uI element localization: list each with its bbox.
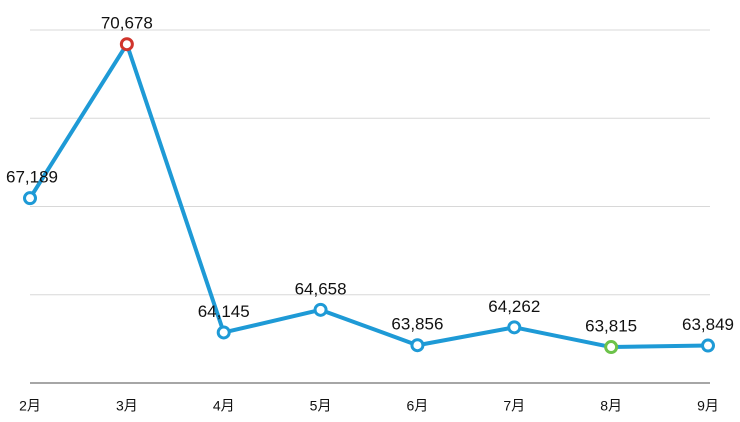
x-tick-label: 8月 (600, 398, 622, 414)
x-tick-label: 4月 (213, 398, 235, 414)
value-label: 70,678 (101, 14, 153, 33)
point (119, 37, 134, 52)
x-tick-label: 9月 (697, 398, 719, 414)
point (701, 338, 715, 353)
value-label: 64,658 (295, 279, 347, 298)
value-label: 64,262 (488, 297, 540, 316)
value-label: 63,856 (391, 315, 443, 334)
line (28, 42, 709, 350)
value-label: 63,849 (682, 315, 734, 334)
point (313, 302, 328, 317)
x-tick-label: 7月 (503, 398, 525, 414)
x-tick-label: 3月 (116, 398, 138, 414)
point (507, 320, 522, 335)
value-label: 64,145 (198, 302, 250, 321)
x-tick-label: 6月 (407, 398, 429, 414)
x-tick-label: 5月 (310, 398, 332, 414)
x-tick-label: 2月 (19, 398, 41, 414)
point (604, 340, 619, 355)
point (216, 325, 231, 340)
value-label: 63,815 (585, 317, 637, 336)
point (410, 338, 425, 353)
value-label: 67,189 (6, 168, 58, 187)
point (23, 191, 37, 206)
